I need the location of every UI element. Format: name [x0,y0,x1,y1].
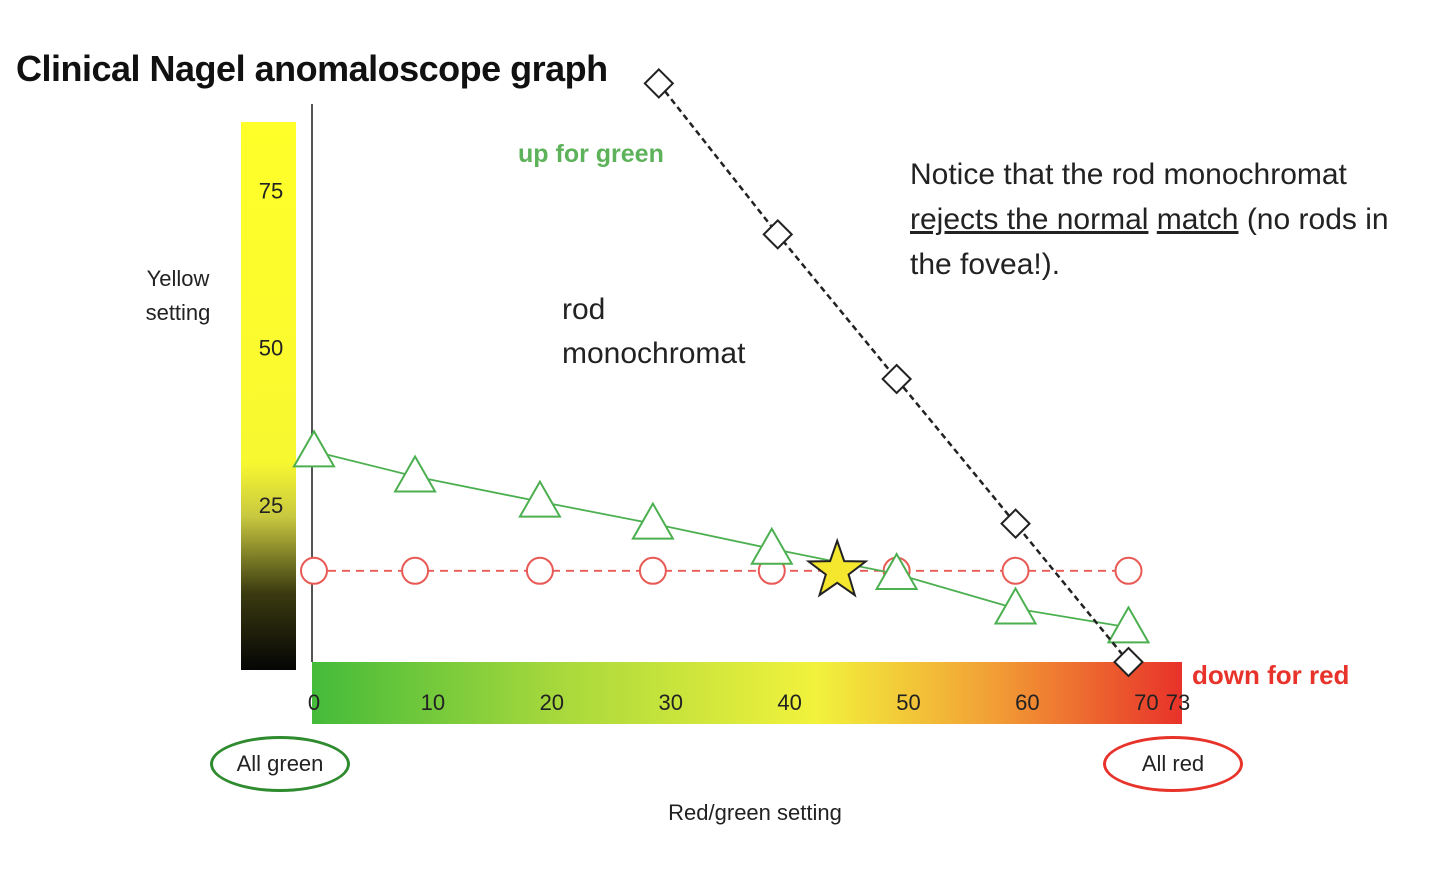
rod-diamond-point [881,363,913,395]
yellow-scale-bar [241,122,296,670]
x-tick-label: 70 [1134,690,1158,715]
y-tick-label: 75 [259,178,283,203]
green-triangle-point [631,501,675,540]
page-title: Clinical Nagel anomaloscope graph [16,48,608,89]
green-triangle-point [874,551,919,590]
y-axis-label: Yellow setting [145,266,211,325]
x-tick-label: 30 [658,690,682,715]
x-tick-label: 60 [1015,690,1039,715]
x-tick-label: 20 [540,690,564,715]
up-for-green-label: up for green [518,140,664,168]
rod-monochromat-label: rod monochromat [562,293,746,370]
all-red-endpoint: All red [1103,736,1243,792]
y-tick-label: 50 [259,336,283,361]
x-axis-label: Red/green setting [668,800,842,825]
red-green-scale-bar [312,662,1182,724]
green-triangle-point [993,586,1038,625]
rod-diamond-point [1113,646,1144,678]
green-triangle-point [750,526,794,565]
normal-match-star [805,537,869,598]
rod-diamond-point [762,218,794,250]
red-circle-point [401,556,430,585]
x-tick-label: 73 [1166,690,1190,715]
green-triangle-point [393,454,437,493]
green-triangle-series-line [313,450,1129,629]
rod-diamond-point [643,68,675,99]
rod-diamond-point [1000,508,1031,540]
red-circle-point [638,556,667,585]
red-circle-point [1114,556,1143,585]
green-triangle-point [292,429,336,468]
red-circle-point [300,556,328,585]
red-circle-point [525,556,554,585]
y-tick-label: 25 [259,493,283,518]
rod-monochromat-note: Notice that the rod monochromat rejects … [910,158,1389,281]
all-green-endpoint: All green [210,736,350,792]
green-triangle-point [518,479,562,518]
x-tick-label: 10 [421,690,445,715]
x-tick-label: 0 [308,690,320,715]
x-tick-label: 40 [777,690,801,715]
down-for-red-label: down for red [1192,660,1350,690]
red-circle-point [1001,556,1030,585]
x-tick-label: 50 [896,690,920,715]
green-triangle-point [1106,605,1151,644]
